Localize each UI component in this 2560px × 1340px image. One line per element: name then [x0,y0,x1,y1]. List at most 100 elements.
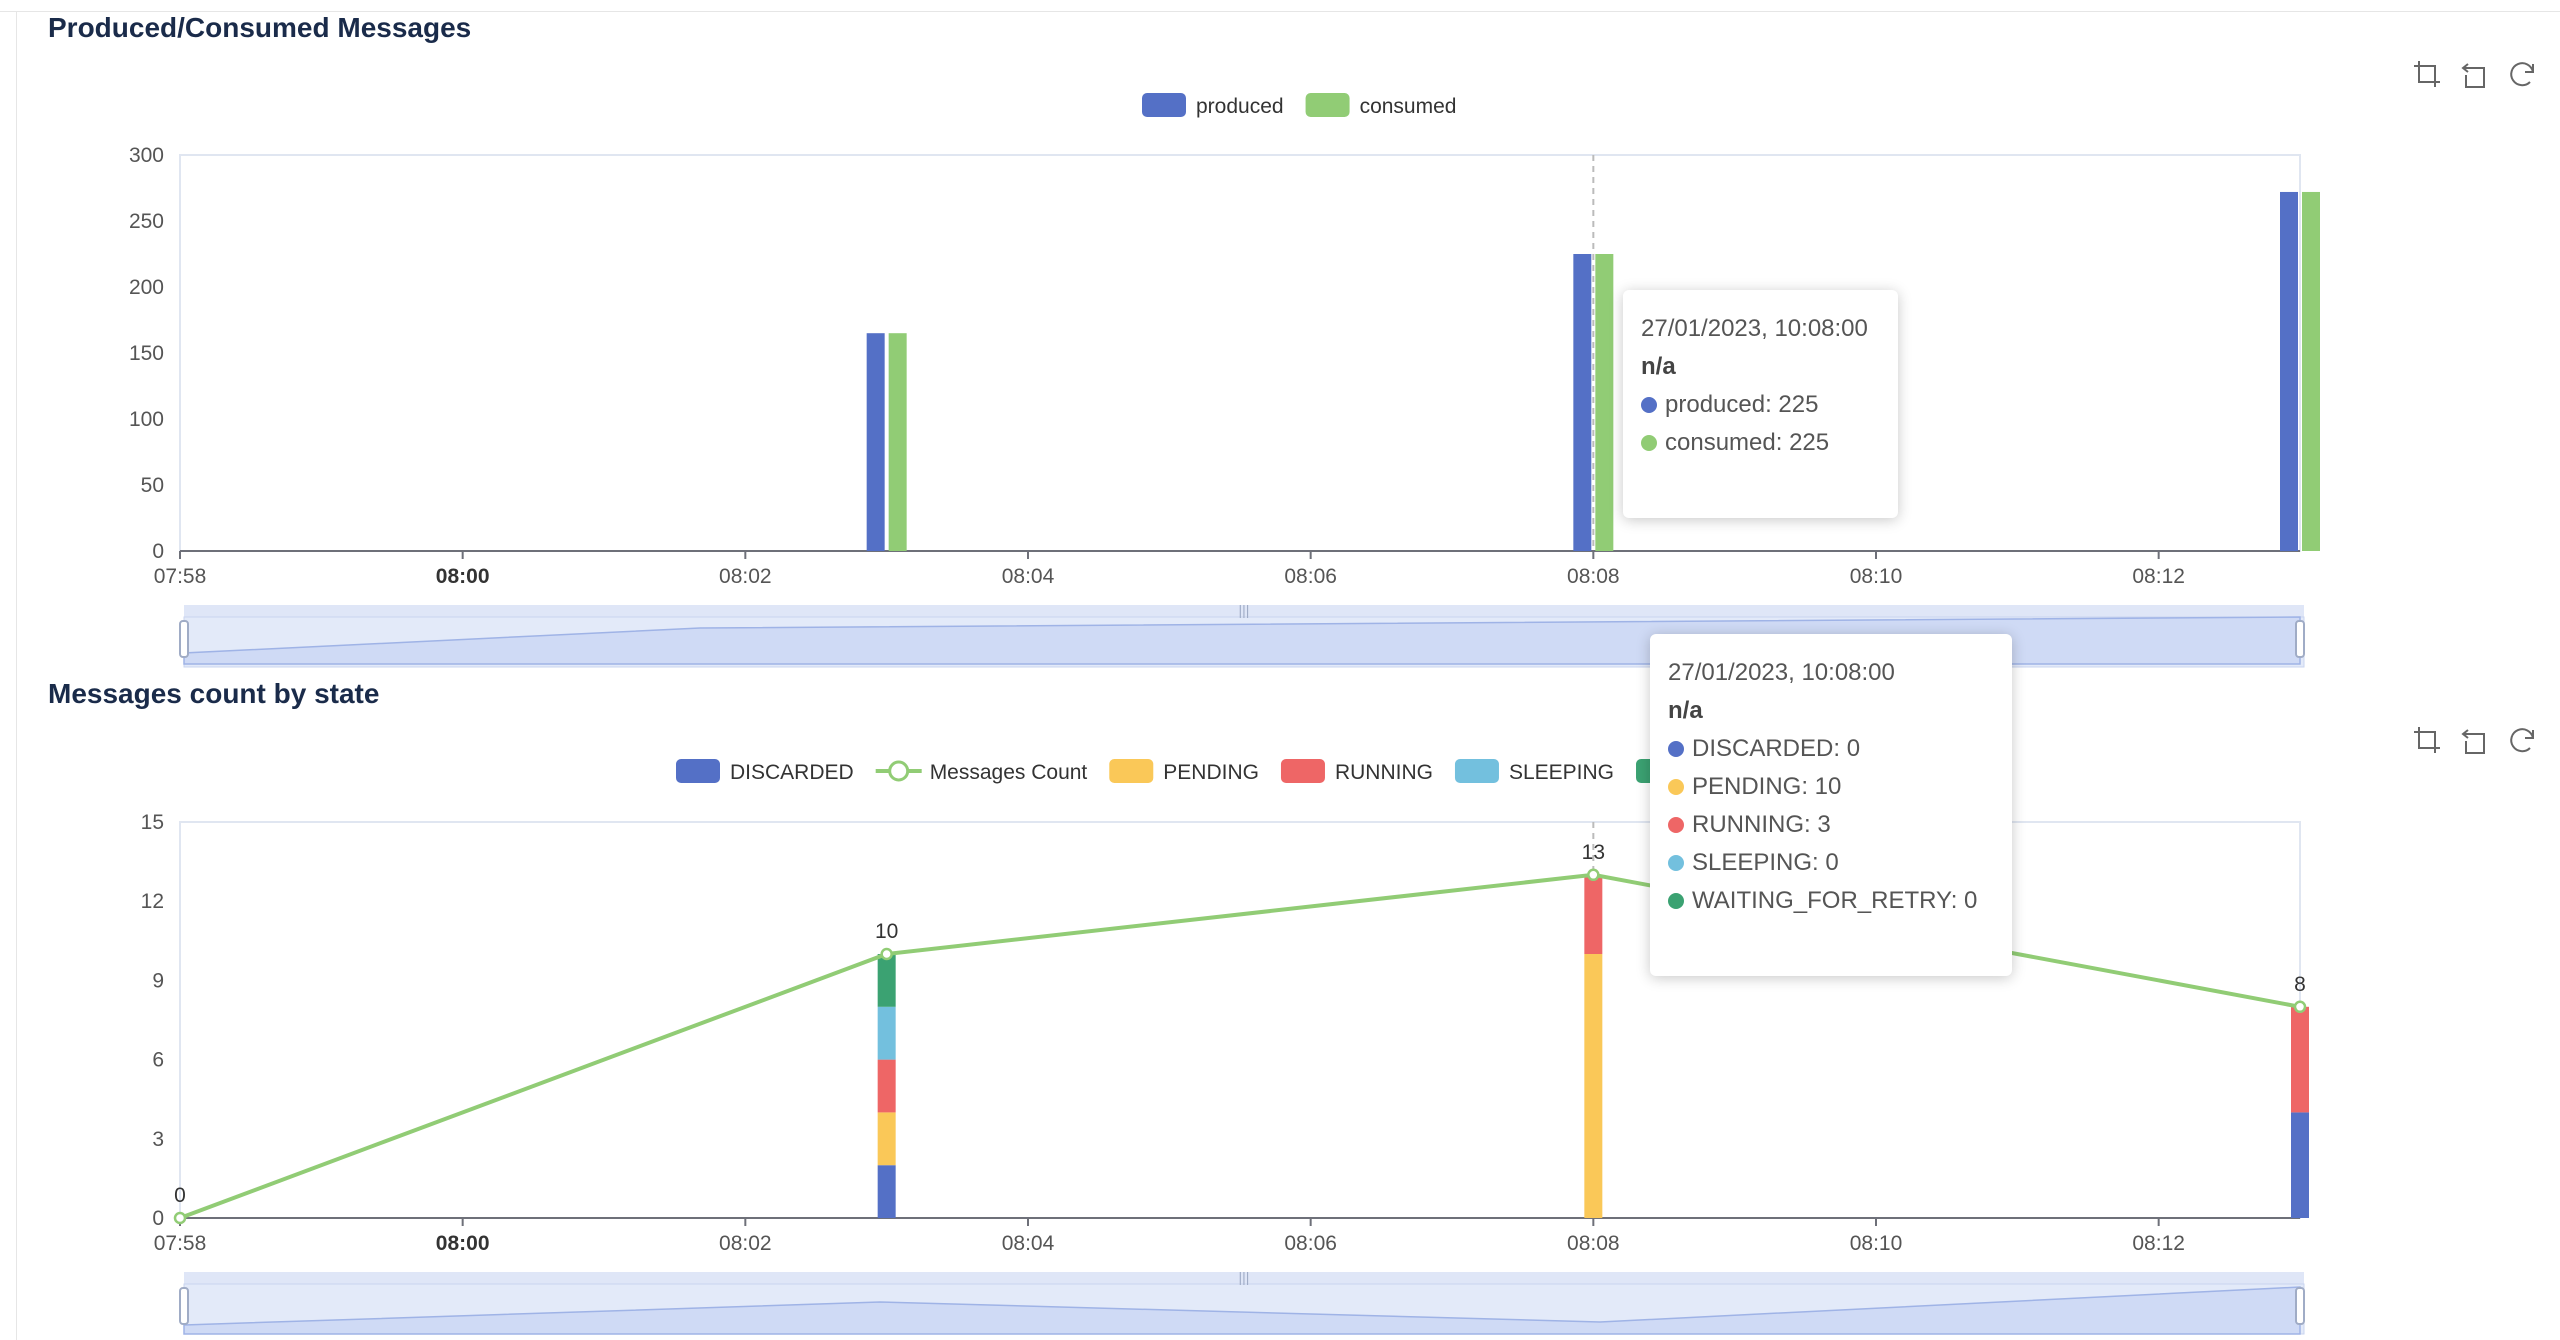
y-tick-label: 200 [129,276,164,299]
slider-handle-left [179,620,189,658]
series-dot-icon [1668,893,1684,909]
zoom-reset-icon[interactable] [2458,57,2492,91]
tooltip-row: PENDING: 10 [1668,768,1994,806]
tooltip-subtitle: n/a [1668,697,1703,724]
left-divider [16,12,17,1340]
x-tick-label: 08:06 [1284,565,1337,588]
line-data-label: 0 [174,1184,186,1207]
y-tick-label: 6 [152,1049,164,1072]
chart1-tooltip: 27/01/2023, 10:08:00 n/a produced: 225 co… [1623,290,1898,518]
tooltip-date: 27/01/2023, 10:08:00 [1668,659,1895,686]
tooltip-row: WAITING_FOR_RETRY: 0 [1668,882,1994,920]
series-dot-icon [1668,817,1684,833]
tooltip-row-label: WAITING_FOR_RETRY: 0 [1692,887,1978,914]
produced-consumed-panel: Produced/Consumed Messages 0 50 100 150 200 2… [48,12,2540,668]
x-tick-label: 08:12 [2132,1232,2185,1255]
bar-consumed [888,333,907,551]
line-data-label: 13 [1582,841,1605,864]
line-point [1587,868,1600,882]
bar-segment-pending [877,1112,896,1166]
y-tick-label: 15 [141,811,164,834]
tooltip-row-label: DISCARDED: 0 [1692,735,1861,762]
zoom-icon[interactable] [2410,723,2444,757]
x-tick-label: 07:58 [154,1232,207,1255]
tooltip-row-label: consumed: 225 [1665,429,1830,456]
restore-icon[interactable] [2506,723,2540,757]
tooltip-row-label: PENDING: 10 [1692,773,1842,800]
legend-swatch-icon [1109,759,1154,783]
x-tick-label: 08:06 [1284,1232,1337,1255]
x-tick-label: 08:04 [1002,1232,1055,1255]
line-data-label: 8 [2294,973,2306,996]
x-tick-label: 08:12 [2132,565,2185,588]
x-tick-label: 08:02 [719,1232,772,1255]
x-tick-label: 08:10 [1850,1232,1903,1255]
legend-swatch-icon [1142,93,1186,117]
tooltip-row-label: produced: 225 [1665,391,1819,418]
series-dot-icon [1668,779,1684,795]
legend-label: consumed [1360,95,1457,118]
series-dot-icon [1668,741,1684,757]
slider-top-bar [184,605,2304,617]
y-tick-label: 300 [129,144,164,167]
legend-swatch-icon [1280,759,1325,783]
tooltip-row: SLEEPING: 0 [1668,844,1994,882]
slider-top-bar [184,1272,2304,1284]
legend-swatch-icon [1454,759,1499,783]
bar-segment-running [2291,1006,2309,1113]
legend-line-icon [888,760,910,782]
tooltip-row: produced: 225 [1641,386,1880,424]
bar-consumed [1595,254,1614,551]
legend-swatch-icon [1305,93,1350,117]
bar-produced [866,333,885,551]
slider-handle-left [179,1287,189,1325]
bar-segment-pending [1584,954,1603,1218]
tooltip-row-label: RUNNING: 3 [1692,811,1831,838]
legend-swatch-icon [676,759,720,783]
chart2-toolbox [2410,723,2540,757]
bar-segment-discarded [877,1165,896,1218]
tooltip-rows: DISCARDED: 0 PENDING: 10 RUNNING: 3 SLEEPIN… [1668,730,1994,920]
chart1-toolbox [2410,57,2540,91]
messages-state-panel: Messages count by state 0 3 6 9 12 15 07:58 08:… [0,634,2560,1340]
series-dot-icon [1641,435,1657,451]
x-tick-label: 08:00 [436,565,490,588]
y-tick-label: 250 [129,210,164,233]
x-tick-label: 08:04 [1002,565,1055,588]
slider-handle-right [2295,1287,2305,1325]
line-point [173,1211,187,1225]
slider-grip: ||| [1239,1269,1250,1285]
x-tick-label: 08:02 [719,565,772,588]
y-tick-label: 150 [129,342,164,365]
series-dot-icon [1641,397,1657,413]
legend-label: SLEEPING [1509,761,1614,784]
bar-consumed [2302,191,2320,551]
bar-segment-discarded [2291,1112,2309,1218]
x-tick-label: 08:00 [436,1232,490,1255]
x-tick-label: 08:08 [1567,565,1620,588]
chart1-plot: 0 50 100 150 200 250 300 07:58 08:00 08:02 08:04 08… [129,93,2320,668]
restore-icon[interactable] [2506,57,2540,91]
tooltip-subtitle: n/a [1641,353,1676,380]
bar-segment-sleeping [877,1006,896,1060]
legend-label: produced [1196,95,1284,118]
zoom-reset-icon[interactable] [2458,723,2492,757]
line-point [2293,1000,2307,1014]
x-tick-label: 08:10 [1850,565,1903,588]
slider-grip: ||| [1239,602,1250,618]
legend-label: DISCARDED [730,761,854,784]
slider-handle-right [2295,620,2305,658]
y-tick-label: 0 [152,1207,164,1230]
zoom-icon[interactable] [2410,57,2444,91]
bar-produced [1573,254,1592,551]
top-divider [0,0,2560,12]
tooltip-date: 27/01/2023, 10:08:00 [1641,315,1868,342]
bar-segment-running [877,1059,896,1113]
chart2-tooltip: 27/01/2023, 10:08:00 n/a DISCARDED: 0 PEN… [1650,634,2012,976]
legend-label: RUNNING [1335,761,1433,784]
y-tick-label: 50 [141,474,164,497]
tooltip-row: DISCARDED: 0 [1668,730,1994,768]
tooltip-rows: produced: 225 consumed: 225 [1641,386,1880,462]
y-tick-label: 3 [152,1128,164,1151]
